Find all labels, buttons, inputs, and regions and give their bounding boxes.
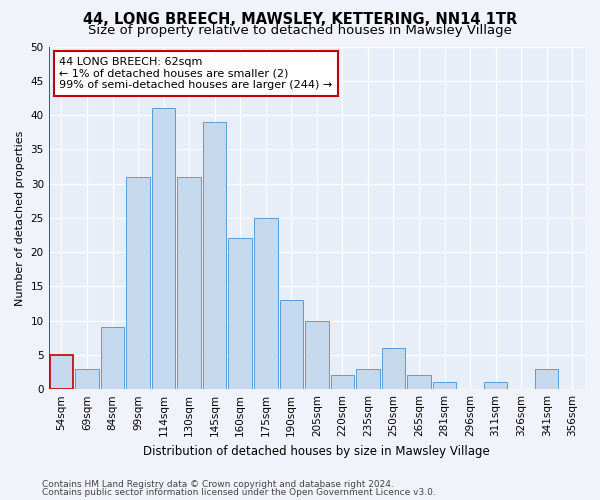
Text: Contains HM Land Registry data © Crown copyright and database right 2024.: Contains HM Land Registry data © Crown c… <box>42 480 394 489</box>
Y-axis label: Number of detached properties: Number of detached properties <box>15 130 25 306</box>
Bar <box>75 368 99 389</box>
Bar <box>50 355 73 389</box>
Text: Contains public sector information licensed under the Open Government Licence v3: Contains public sector information licen… <box>42 488 436 497</box>
Text: 44, LONG BREECH, MAWSLEY, KETTERING, NN14 1TR: 44, LONG BREECH, MAWSLEY, KETTERING, NN1… <box>83 12 517 28</box>
Bar <box>152 108 175 389</box>
Bar <box>407 376 431 389</box>
Bar <box>535 368 559 389</box>
Bar <box>229 238 252 389</box>
Bar <box>331 376 354 389</box>
Bar <box>178 176 201 389</box>
Bar <box>356 368 380 389</box>
Bar <box>484 382 508 389</box>
Bar <box>203 122 226 389</box>
Bar <box>433 382 456 389</box>
Text: 44 LONG BREECH: 62sqm
← 1% of detached houses are smaller (2)
99% of semi-detach: 44 LONG BREECH: 62sqm ← 1% of detached h… <box>59 57 332 90</box>
Bar <box>305 320 329 389</box>
Bar <box>382 348 405 389</box>
X-axis label: Distribution of detached houses by size in Mawsley Village: Distribution of detached houses by size … <box>143 444 490 458</box>
Text: Size of property relative to detached houses in Mawsley Village: Size of property relative to detached ho… <box>88 24 512 37</box>
Bar <box>127 176 150 389</box>
Bar <box>280 300 303 389</box>
Bar <box>254 218 278 389</box>
Bar <box>101 328 124 389</box>
